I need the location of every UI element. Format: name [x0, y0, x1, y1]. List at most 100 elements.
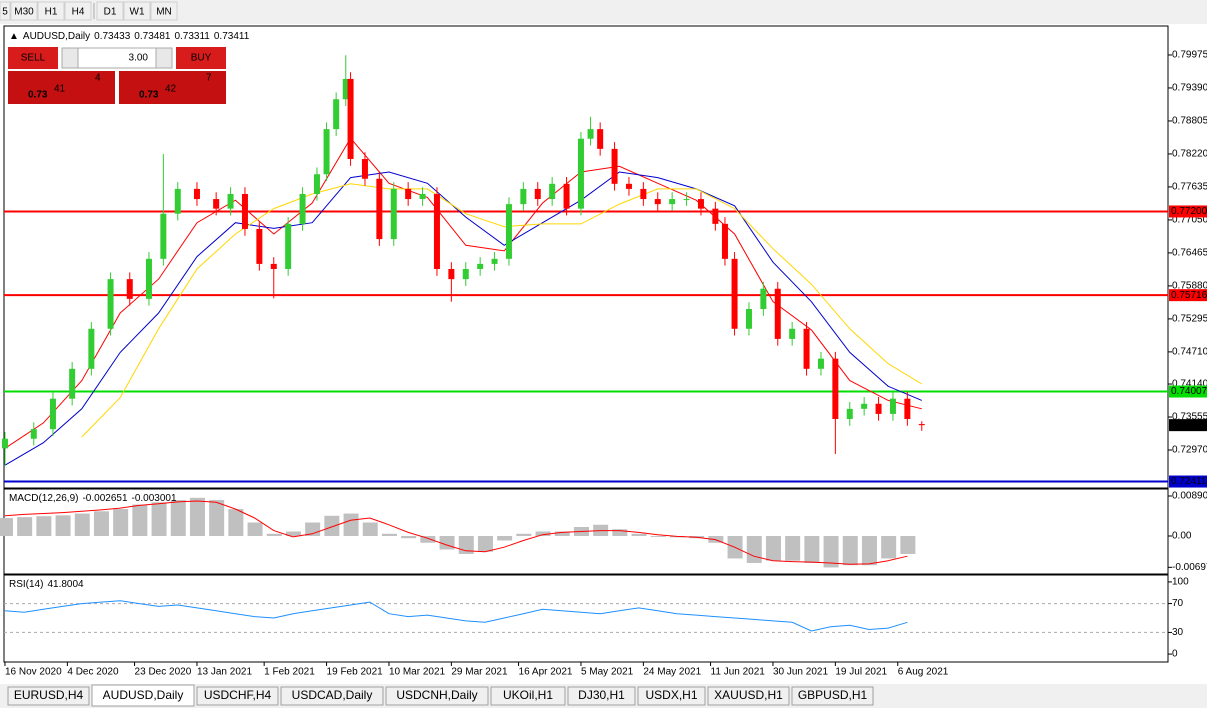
macd-signal-line: [4, 500, 908, 565]
lots-down[interactable]: [61, 47, 79, 69]
macd-histogram-bar: [209, 500, 225, 536]
header-part: -0.002651: [82, 493, 127, 504]
candle-body: [889, 398, 896, 414]
timeframe-button[interactable]: [64, 1, 92, 21]
sell-label[interactable]: SELL: [21, 53, 46, 64]
candle-body: [30, 429, 37, 439]
tab-label[interactable]: USDCNH,Daily: [396, 688, 477, 702]
macd-histogram-bar: [765, 535, 781, 561]
candle-body: [1, 438, 8, 449]
timeframe-label[interactable]: H1: [45, 7, 58, 18]
candle-body: [477, 263, 484, 269]
tab[interactable]: [490, 686, 566, 706]
candle-body: [361, 159, 368, 179]
bid-box[interactable]: [8, 71, 115, 104]
candle-body: [697, 199, 704, 209]
buy-label[interactable]: BUY: [191, 53, 212, 64]
candle-body: [174, 188, 181, 214]
candle-body: [640, 188, 647, 200]
y-tick-label: 0.78220: [1172, 149, 1207, 160]
tab[interactable]: [791, 686, 874, 706]
macd-histogram-bar: [381, 533, 397, 536]
macd-histogram-bar: [785, 535, 801, 561]
candle-body: [918, 424, 925, 426]
candle-body: [285, 223, 292, 269]
timeframe-button[interactable]: [0, 1, 11, 21]
rsi-line: [4, 600, 908, 632]
y-tick-label: 0.74710: [1172, 347, 1207, 358]
macd-histogram-bar: [17, 517, 33, 536]
tab[interactable]: [637, 686, 706, 706]
tab[interactable]: [385, 686, 489, 706]
macd-histogram-bar: [285, 531, 301, 536]
candle-body: [213, 199, 220, 209]
macd-histogram-bar: [535, 531, 551, 536]
tab-label[interactable]: USDCHF,H4: [204, 688, 272, 702]
y-tick-label: 0: [1172, 649, 1178, 660]
timeframe-label[interactable]: M30: [14, 7, 34, 18]
chart-header: ▲ AUDUSD,Daily 0.73433 0.73481 0.73311 0.7341…: [9, 31, 250, 42]
candle-body: [448, 268, 455, 280]
tab-label[interactable]: XAUUSD,H1: [714, 688, 783, 702]
timeframe-label[interactable]: MN: [156, 7, 172, 18]
chart-window: [0, 24, 1207, 684]
timeframe-button[interactable]: [37, 1, 65, 21]
tab-label[interactable]: GBPUSD,H1: [798, 688, 868, 702]
tab[interactable]: [567, 686, 636, 706]
price-tag-label: 0.75716: [1171, 290, 1207, 301]
candle-body: [193, 188, 200, 200]
candle-body: [611, 148, 618, 184]
y-tick-label: 0.73555: [1172, 412, 1207, 423]
buy-button[interactable]: [176, 47, 226, 69]
tab[interactable]: [7, 686, 90, 706]
macd-histogram-bar: [420, 535, 436, 543]
tab-label[interactable]: UKOil,H1: [503, 688, 553, 702]
lots-up[interactable]: [155, 47, 173, 69]
ask-box[interactable]: [119, 71, 226, 104]
y-tick-label: -0.006973: [1172, 562, 1207, 573]
tab[interactable]: [196, 686, 279, 706]
tab-label[interactable]: DJ30,H1: [578, 688, 625, 702]
y-tick-label: 0.75880: [1172, 281, 1207, 292]
tab[interactable]: [707, 686, 790, 706]
macd-histogram-bar: [266, 533, 282, 536]
price-panel: [3, 25, 1169, 489]
tab-label[interactable]: AUDUSD,Daily: [103, 688, 184, 702]
x-tick-label: 16 Nov 2020: [5, 667, 62, 678]
macd-histogram-bar: [324, 515, 340, 536]
timeframe-button[interactable]: [96, 1, 124, 21]
candle-body: [832, 358, 839, 419]
candle-body: [875, 403, 882, 414]
timeframe-label[interactable]: D1: [104, 7, 117, 18]
timeframe-label[interactable]: W1: [130, 7, 145, 18]
tab-label[interactable]: USDX,H1: [645, 688, 697, 702]
candle-body: [654, 199, 661, 205]
tab[interactable]: [91, 684, 195, 707]
candle-body: [107, 279, 114, 329]
x-tick-label: 1 Feb 2021: [264, 667, 315, 678]
candle-body: [520, 188, 527, 205]
timeframe-button[interactable]: [123, 1, 151, 21]
timeframe-button[interactable]: [10, 1, 38, 21]
timeframe-label[interactable]: H4: [72, 7, 85, 18]
candle-body: [721, 223, 728, 259]
timeframe-label[interactable]: 5: [2, 7, 8, 18]
macd-histogram-bar: [516, 533, 532, 536]
candle-body: [817, 358, 824, 369]
macd-histogram-bar: [900, 535, 916, 554]
header-part: MACD(12,26,9): [9, 493, 78, 504]
last-price-label: 0.73411: [1171, 420, 1207, 431]
tab[interactable]: [280, 686, 384, 706]
tab-label[interactable]: USDCAD,Daily: [292, 688, 373, 702]
sell-button[interactable]: [8, 47, 58, 69]
candle-body: [333, 99, 340, 130]
y-tick-label: 0.77635: [1172, 182, 1207, 193]
candle-body: [774, 288, 781, 339]
candle-body: [126, 279, 133, 299]
tab-label[interactable]: EURUSD,H4: [14, 688, 84, 702]
header-part: AUDUSD,Daily: [23, 31, 90, 42]
ask-prefix: 0.73: [139, 90, 159, 101]
timeframe-button[interactable]: [150, 1, 178, 21]
candle-body: [587, 129, 594, 139]
candle-body: [577, 138, 584, 209]
